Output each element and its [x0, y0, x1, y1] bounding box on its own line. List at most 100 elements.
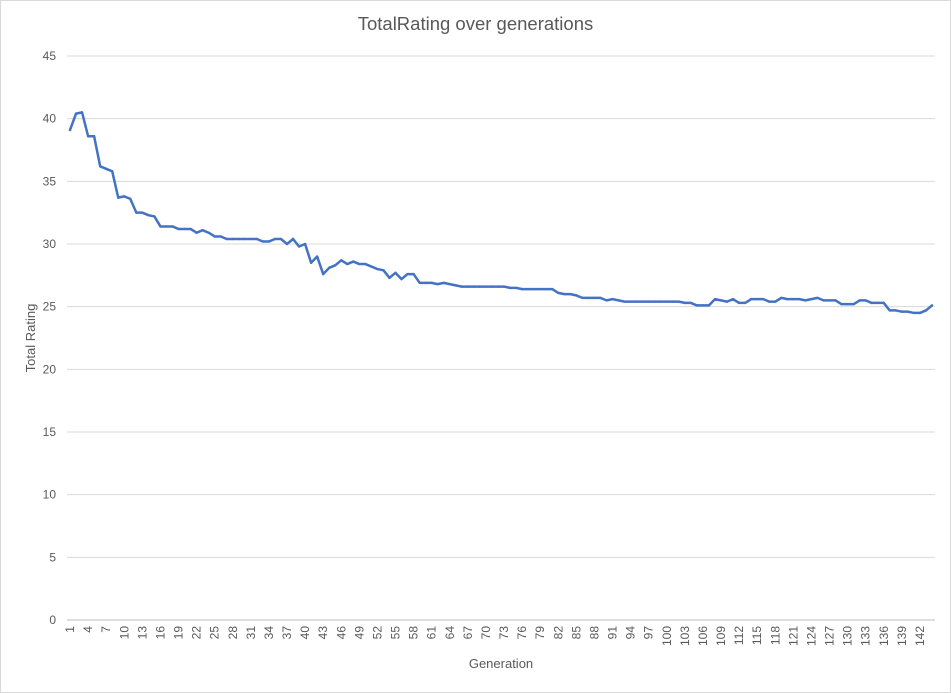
x-tick-label: 115	[750, 626, 764, 645]
data-point	[74, 112, 78, 115]
x-tick-label: 31	[244, 626, 258, 640]
x-tick-label: 136	[877, 626, 891, 646]
x-tick-label: 49	[352, 626, 366, 640]
data-point	[514, 286, 518, 290]
data-point	[538, 287, 542, 291]
data-point	[755, 297, 759, 301]
data-point	[92, 135, 96, 138]
data-point	[647, 300, 650, 303]
y-tick-label: 20	[43, 362, 57, 376]
data-point	[484, 285, 488, 288]
data-point	[460, 285, 464, 288]
data-point	[98, 165, 102, 168]
x-tick-label: 109	[714, 626, 728, 646]
data-point	[749, 297, 753, 301]
y-tick-label: 30	[43, 237, 57, 251]
data-point	[370, 265, 373, 268]
data-point	[285, 242, 289, 246]
data-point	[219, 235, 222, 238]
x-tick-label: 1	[63, 626, 77, 633]
x-tick-label: 40	[298, 626, 312, 640]
data-point	[382, 269, 385, 272]
data-point	[436, 282, 439, 286]
data-point	[406, 272, 409, 276]
x-tick-label: 70	[479, 626, 493, 640]
x-tick-label: 133	[859, 626, 873, 646]
data-point	[472, 285, 476, 288]
data-point	[340, 259, 343, 262]
data-point	[364, 262, 367, 266]
data-point	[68, 128, 72, 132]
data-point	[123, 195, 126, 198]
data-point	[780, 296, 783, 300]
x-tick-label: 46	[334, 626, 348, 640]
x-tick-label: 4	[81, 626, 95, 633]
y-tick-label: 25	[43, 300, 57, 314]
data-point	[177, 227, 180, 231]
data-point	[496, 285, 500, 288]
chart-title: TotalRating over generations	[357, 13, 594, 34]
data-point	[448, 282, 451, 286]
data-point	[623, 300, 626, 303]
data-point	[786, 297, 789, 301]
data-point	[563, 292, 566, 296]
data-point	[858, 299, 861, 302]
x-tick-label: 79	[533, 626, 547, 640]
data-point	[249, 237, 253, 241]
x-axis-ticks: 1 4 7 10 13 16 19 22 25 28 31 34 37 40 43 46 49 52 55 58 61 6…	[63, 626, 927, 646]
data-point	[713, 297, 717, 301]
data-point	[864, 299, 867, 302]
data-point	[261, 240, 265, 243]
data-point	[418, 281, 421, 285]
data-point	[334, 264, 337, 267]
data-point	[303, 242, 307, 246]
data-point	[291, 237, 295, 241]
data-point	[424, 281, 427, 285]
y-axis-ticks: 0 5 10 15 20 25 30 35 40 45	[43, 49, 57, 627]
data-point	[328, 266, 331, 270]
data-point	[701, 304, 705, 307]
y-axis-title: Total Rating	[23, 304, 38, 373]
data-point	[828, 299, 831, 302]
data-point	[225, 237, 228, 241]
x-tick-label: 55	[389, 626, 403, 640]
data-point	[599, 296, 602, 300]
y-tick-label: 5	[49, 550, 56, 564]
x-tick-label: 127	[823, 626, 837, 646]
data-point	[629, 300, 632, 303]
data-point	[508, 286, 512, 290]
data-point	[774, 300, 777, 303]
x-tick-label: 106	[696, 626, 710, 646]
data-point	[659, 300, 662, 303]
data-point	[906, 310, 910, 313]
data-point	[882, 301, 885, 305]
data-point	[792, 297, 795, 301]
y-tick-label: 0	[49, 613, 56, 627]
data-point	[315, 255, 319, 258]
data-point	[695, 304, 699, 307]
x-tick-label: 103	[678, 626, 692, 646]
data-point	[135, 211, 138, 214]
x-tick-label: 28	[226, 626, 240, 640]
data-point	[165, 225, 168, 228]
x-tick-label: 112	[732, 626, 746, 645]
data-point	[876, 301, 879, 305]
data-point	[719, 299, 723, 302]
data-point	[551, 287, 554, 291]
x-tick-label: 19	[172, 626, 186, 640]
x-tick-label: 130	[841, 626, 855, 646]
y-tick-label: 10	[43, 488, 57, 502]
data-point	[557, 291, 560, 295]
x-tick-label: 37	[280, 626, 294, 640]
x-tick-label: 121	[786, 626, 800, 646]
data-point	[846, 302, 849, 306]
x-tick-label: 76	[515, 626, 529, 640]
data-point	[918, 311, 922, 315]
data-point	[912, 311, 916, 315]
data-point	[352, 260, 355, 263]
x-tick-label: 34	[262, 626, 276, 640]
data-point	[129, 197, 132, 201]
y-tick-label: 35	[43, 174, 57, 188]
